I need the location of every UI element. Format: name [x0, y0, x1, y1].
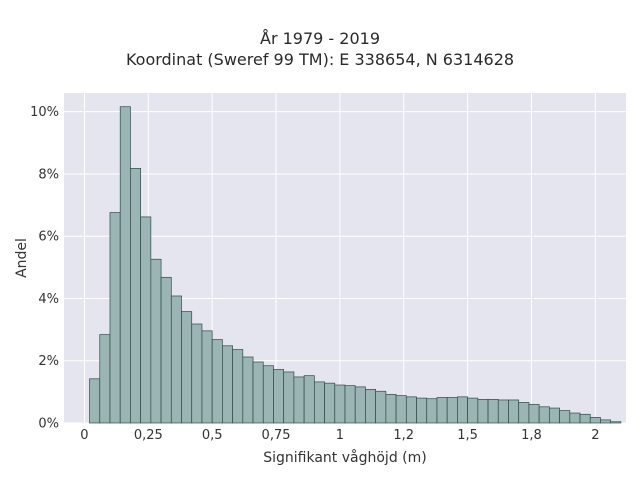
y-tick-label: 10% — [30, 105, 59, 120]
histogram-bar — [273, 369, 285, 424]
x-tick-label: 1,5 — [457, 428, 478, 443]
histogram-bar — [518, 402, 530, 424]
x-tick-label: 2 — [591, 428, 599, 443]
histogram-bar — [201, 330, 213, 424]
chart-subtitle: Koordinat (Sweref 99 TM): E 338654, N 63… — [125, 50, 515, 69]
x-axis-label: Signifikant våghöjd (m) — [263, 449, 426, 466]
x-tick-label: 1 — [336, 428, 344, 443]
x-tick-label: 0,5 — [202, 428, 223, 443]
histogram-bar — [589, 417, 601, 424]
histogram-bar — [467, 397, 479, 424]
x-tick-label: 0,25 — [134, 428, 163, 443]
bars — [89, 106, 622, 424]
histogram-bar — [497, 399, 509, 424]
histogram-bar — [446, 397, 458, 424]
histogram-bar — [293, 376, 305, 424]
histogram-bar — [405, 396, 417, 424]
histogram-bar — [99, 334, 111, 424]
histogram-bar — [130, 167, 141, 424]
histogram-bar — [160, 276, 172, 424]
histogram-bar — [436, 397, 448, 424]
histogram-bar — [313, 381, 325, 424]
histogram-bar — [150, 258, 162, 424]
y-axis-label: Andel — [14, 238, 30, 278]
histogram-bar — [559, 410, 571, 424]
histogram-bar — [211, 339, 223, 424]
histogram-bar — [181, 311, 193, 424]
x-tick-label: 1,2 — [393, 428, 414, 443]
histogram-bar — [569, 412, 581, 424]
histogram-bar — [324, 382, 336, 424]
histogram-bar — [232, 349, 244, 424]
histogram-bar — [600, 419, 612, 424]
y-tick-label: 6% — [38, 230, 59, 245]
histogram-bar — [528, 403, 540, 424]
histogram-bar — [416, 397, 428, 424]
histogram-bar — [140, 216, 152, 424]
y-tick-label: 8% — [38, 167, 59, 182]
histogram-bar — [242, 356, 254, 424]
histogram-bar — [549, 407, 560, 424]
histogram-bar — [477, 398, 489, 424]
histogram-bar — [119, 106, 131, 424]
histogram-bar — [170, 295, 182, 424]
histogram-bar — [365, 389, 377, 424]
y-tick-label: 2% — [38, 354, 59, 369]
histogram-bar — [385, 394, 397, 424]
x-tick-label: 0 — [80, 428, 88, 443]
histogram-bar — [252, 361, 264, 424]
histogram-bar — [457, 396, 468, 424]
x-tick-label: 1,8 — [521, 428, 542, 443]
histogram-bar — [222, 345, 233, 424]
histogram-bar — [538, 406, 550, 424]
histogram-bar — [395, 395, 407, 424]
histogram-bar — [89, 378, 101, 424]
histogram-bar — [610, 421, 622, 424]
histogram-bar — [191, 323, 203, 424]
histogram-bar — [303, 375, 315, 424]
histogram-bar — [283, 371, 295, 424]
histogram-bar — [375, 390, 387, 424]
x-axis-ticks: 0 0,25 0,5 0,75 1 1,2 1,5 1,8 2 — [80, 428, 599, 443]
histogram-bar — [426, 398, 438, 424]
histogram-bar — [262, 365, 274, 424]
y-axis-ticks: 0% 2% 4% 6% 8% 10% — [30, 105, 59, 431]
chart-title: År 1979 - 2019 — [260, 29, 380, 48]
x-tick-label: 0,75 — [262, 428, 291, 443]
histogram-bar — [334, 384, 346, 424]
histogram-bar — [354, 386, 366, 424]
histogram-bar — [487, 398, 499, 424]
y-tick-label: 4% — [38, 292, 59, 307]
histogram-bar — [109, 212, 121, 424]
histogram-bar — [579, 413, 591, 424]
histogram-bar — [508, 399, 520, 424]
y-tick-label: 0% — [38, 417, 59, 432]
histogram-bar — [344, 385, 356, 424]
